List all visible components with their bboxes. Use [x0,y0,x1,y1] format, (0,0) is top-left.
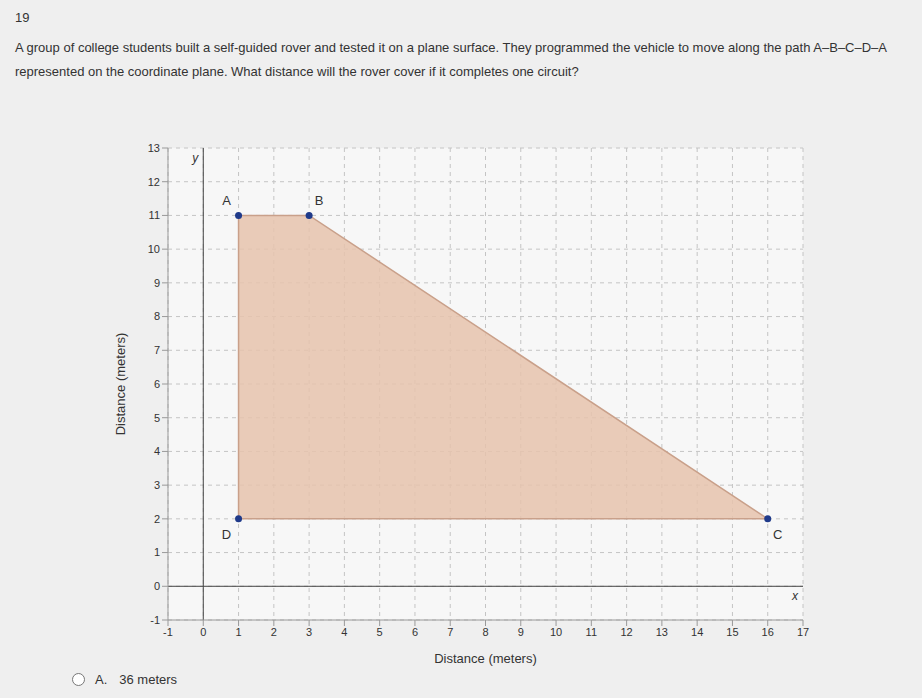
svg-text:3: 3 [154,479,160,491]
svg-text:15: 15 [726,626,738,638]
svg-text:13: 13 [656,626,668,638]
svg-text:Distance (meters): Distance (meters) [434,651,537,666]
svg-text:8: 8 [482,626,488,638]
svg-text:10: 10 [550,626,562,638]
svg-text:5: 5 [154,412,160,424]
svg-text:9: 9 [518,626,524,638]
svg-text:1: 1 [235,626,241,638]
svg-text:3: 3 [306,626,312,638]
svg-text:14: 14 [691,626,703,638]
svg-text:4: 4 [154,445,160,457]
svg-text:8: 8 [154,310,160,322]
html-text:36 meters: 36 meters [119,672,178,687]
svg-text:5: 5 [377,626,383,638]
svg-text:7: 7 [154,344,160,356]
svg-text:6: 6 [154,378,160,390]
svg-text:11: 11 [586,626,597,638]
svg-text:0: 0 [154,580,160,592]
svg-text:Distance (meters): Distance (meters) [113,333,128,436]
svg-text:6: 6 [412,626,418,638]
svg-text:11: 11 [149,209,160,221]
svg-text:A: A [222,193,231,208]
svg-text:2: 2 [154,513,160,525]
svg-text:12: 12 [620,626,632,638]
svg-text:C: C [773,527,782,542]
svg-text:10: 10 [148,243,160,255]
svg-text:7: 7 [447,626,453,638]
html-text:19: 19 [15,10,30,25]
svg-text:y: y [191,151,199,165]
svg-text:16: 16 [762,626,774,638]
html-text:A.: A. [95,672,108,687]
svg-text:-1: -1 [163,626,173,638]
svg-text:0: 0 [200,626,206,638]
svg-text:1: 1 [154,546,160,558]
html-text:A group of college students bu: A group of college students built a self… [15,40,887,79]
svg-text:9: 9 [154,277,160,289]
svg-text:17: 17 [797,626,809,638]
svg-text:B: B [315,193,324,208]
svg-text:x: x [791,589,799,603]
svg-text:13: 13 [148,142,160,154]
svg-text:D: D [222,527,231,542]
svg-text:12: 12 [148,176,160,188]
svg-text:4: 4 [341,626,347,638]
svg-text:2: 2 [271,626,277,638]
svg-text:-1: -1 [150,614,160,626]
